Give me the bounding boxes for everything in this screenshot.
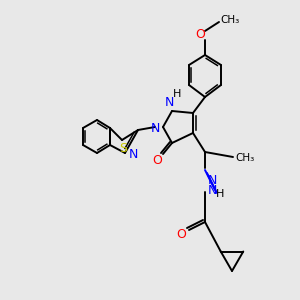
Text: N: N [164,95,174,109]
Text: S: S [119,142,127,154]
Text: H: H [216,189,224,199]
Text: N: N [207,173,217,187]
Text: N: N [150,122,160,136]
Text: O: O [152,154,162,166]
Text: H: H [173,89,181,99]
Text: O: O [195,28,205,40]
Text: CH₃: CH₃ [236,153,255,163]
Text: O: O [176,227,186,241]
Text: CH₃: CH₃ [220,15,240,25]
Text: N: N [207,184,217,196]
Text: N: N [128,148,138,161]
